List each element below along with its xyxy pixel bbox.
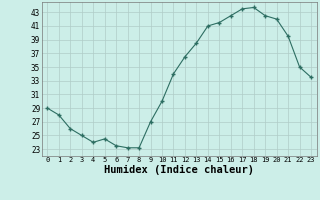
X-axis label: Humidex (Indice chaleur): Humidex (Indice chaleur) (104, 165, 254, 175)
